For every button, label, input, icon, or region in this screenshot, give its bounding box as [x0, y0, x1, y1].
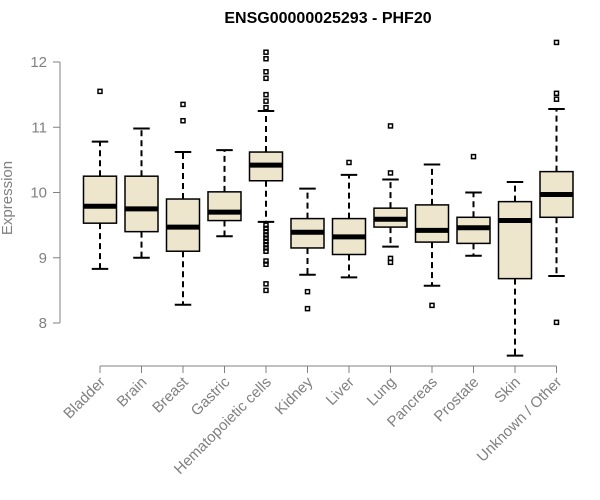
outlier-point: [263, 55, 269, 62]
box-hematopoietic-cells: [248, 49, 284, 294]
box-liver: [331, 159, 367, 279]
y-tick-label: 12: [30, 54, 47, 71]
outlier-point: [470, 153, 477, 160]
outlier-point: [263, 248, 269, 254]
outlier-point: [387, 259, 394, 266]
outlier-point: [180, 117, 186, 124]
box-kidney: [290, 187, 325, 312]
iqr-box: [497, 200, 533, 280]
outlier-point: [553, 39, 560, 46]
outlier-point: [263, 281, 269, 287]
outlier-point: [97, 88, 103, 95]
x-tick-label: Prostate: [431, 374, 483, 426]
outlier-point: [263, 98, 269, 104]
outlier-point: [346, 159, 352, 166]
y-tick-label: 10: [30, 185, 47, 202]
outlier-point: [553, 90, 560, 97]
y-axis-label: Expression: [0, 161, 16, 235]
outlier-point: [263, 261, 269, 268]
y-tick-label: 8: [39, 315, 47, 332]
x-tick-label: Breast: [149, 373, 192, 416]
box-bladder: [82, 88, 118, 270]
x-tick-label: Kidney: [272, 373, 317, 418]
box-unknown-other: [539, 39, 574, 326]
box-lung: [373, 123, 408, 266]
outlier-point: [553, 96, 560, 102]
y-tick-label: 9: [39, 250, 47, 267]
x-tick-label: Lung: [364, 374, 400, 410]
box-prostate: [456, 153, 491, 257]
iqr-box: [124, 175, 159, 233]
box-skin: [497, 181, 533, 357]
x-tick-label: Brain: [114, 374, 151, 411]
outlier-point: [263, 75, 269, 82]
boxes-layer: [82, 39, 574, 357]
outlier-point: [387, 170, 394, 176]
box-brain: [124, 127, 159, 259]
outlier-point: [304, 288, 311, 295]
iqr-box: [82, 175, 118, 224]
x-tick-label: Skin: [491, 374, 524, 407]
iqr-box: [207, 191, 242, 222]
y-tick-label: 11: [31, 119, 47, 136]
iqr-box: [456, 216, 491, 245]
outlier-point: [263, 104, 269, 111]
y-axis: 8 9 10 11 12: [30, 54, 61, 332]
outlier-point: [263, 49, 269, 55]
outlier-point: [263, 91, 269, 98]
iqr-box: [414, 204, 450, 243]
outlier-point: [263, 287, 269, 294]
outlier-point: [180, 101, 186, 108]
box-gastric: [207, 149, 242, 238]
outlier-point: [387, 123, 394, 129]
outlier-point: [263, 69, 269, 75]
chart-title: ENSG00000025293 - PHF20: [224, 10, 431, 27]
box-breast: [165, 101, 201, 306]
box-pancreas: [414, 163, 450, 309]
x-tick-label: Liver: [323, 374, 358, 409]
x-tick-label: Bladder: [60, 374, 109, 423]
outlier-point: [304, 305, 311, 312]
outlier-point: [429, 302, 435, 309]
outlier-point: [553, 319, 560, 326]
